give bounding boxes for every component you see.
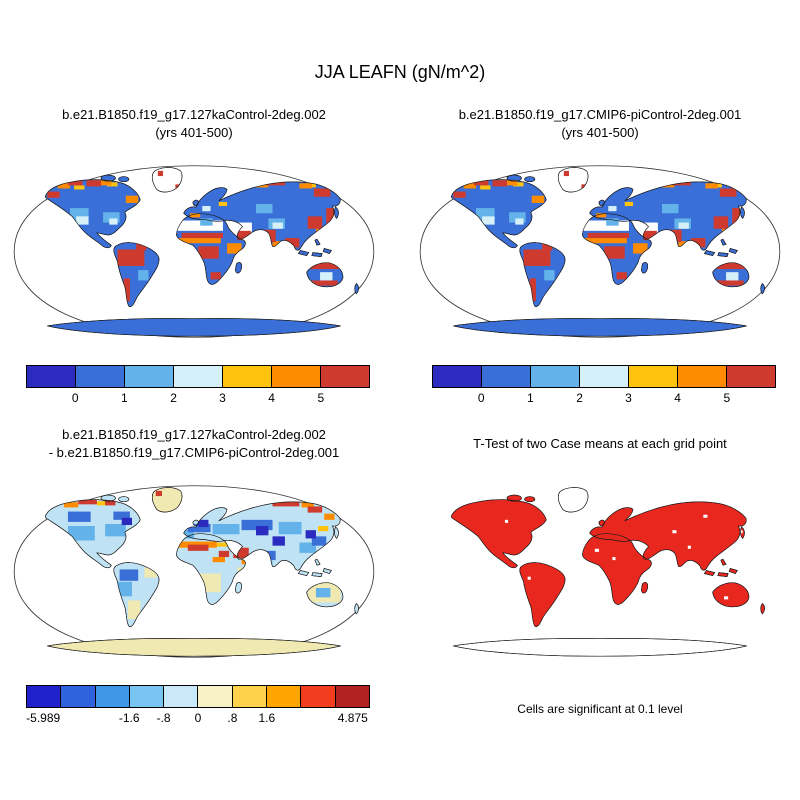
colorbar-box <box>231 686 267 707</box>
colorbar-box <box>334 686 369 707</box>
colorbar-boxes <box>26 365 370 388</box>
colorbar-box <box>128 686 164 707</box>
panel-case2-title-line2: (yrs 401-500) <box>561 125 639 140</box>
colorbar-box <box>433 366 481 387</box>
colorbar-tick: .8 <box>227 711 238 725</box>
colorbar-tick: 3 <box>219 391 226 405</box>
panel-case2-title-line1: b.e21.B1850.f19_g17.CMIP6-piControl-2deg… <box>458 107 742 122</box>
panel-diff-title-line2: - b.e21.B1850.f19_g17.CMIP6-piControl-2d… <box>48 445 340 460</box>
panel-case1-title-line1: b.e21.B1850.f19_g17.127kaControl-2deg.00… <box>62 107 326 122</box>
colorbar-box <box>677 366 726 387</box>
colorbar-tick: 2 <box>170 391 177 405</box>
panel-case2: b.e21.B1850.f19_g17.CMIP6-piControl-2deg… <box>414 104 786 405</box>
colorbar-tick: 5 <box>317 391 325 405</box>
colorbar-tick-labels: 0 1 2 3 4 5 <box>432 388 776 406</box>
colorbar-box <box>60 686 95 707</box>
colorbar-tick: 3 <box>625 391 632 405</box>
panel-case2-title: b.e21.B1850.f19_g17.CMIP6-piControl-2deg… <box>414 104 786 144</box>
map-ttest <box>450 486 766 657</box>
colorbar-tick: 4 <box>674 391 681 405</box>
colorbar-case1: 0 1 2 3 4 5 <box>26 365 370 405</box>
panel-ttest-title: T-Test of two Case means at each grid po… <box>414 424 786 464</box>
colorbar-tick: 4 <box>268 391 275 405</box>
colorbar-box <box>320 366 369 387</box>
colorbar-tick: 0 <box>194 711 202 725</box>
panel-diff-title-line1: b.e21.B1850.f19_g17.127kaControl-2deg.00… <box>62 427 326 442</box>
colorbar-box <box>266 686 301 707</box>
figure-title: JJA LEAFN (gN/m^2) <box>314 62 486 82</box>
colorbar-box <box>27 686 61 707</box>
colorbar-tick: -1.6 <box>118 711 140 725</box>
map-case2 <box>419 165 781 338</box>
panel-case1-title-line2: (yrs 401-500) <box>155 125 233 140</box>
map-diff <box>13 485 375 658</box>
colorbar-box <box>197 686 232 707</box>
colorbar-tick: 0 <box>477 391 485 405</box>
colorbar-tick: 5 <box>723 391 731 405</box>
colorbar-box <box>726 366 775 387</box>
significance-caption: Cells are significant at 0.1 level <box>517 702 683 716</box>
colorbar-diff: -5.989 -1.6 -.8 0 .8 1.6 4.875 <box>26 685 370 725</box>
colorbar-box <box>173 366 222 387</box>
colorbar-tick: 0 <box>71 391 79 405</box>
colorbar-box <box>481 366 530 387</box>
colorbar-box <box>124 366 173 387</box>
colorbar-box <box>75 366 124 387</box>
panel-diff: b.e21.B1850.f19_g17.127kaControl-2deg.00… <box>8 424 380 725</box>
colorbar-box <box>300 686 335 707</box>
colorbar-box <box>163 686 198 707</box>
colorbar-tick: -.8 <box>156 711 171 725</box>
colorbar-tick: 1.6 <box>258 711 276 725</box>
colorbar-tick-labels: 0 1 2 3 4 5 <box>26 388 370 406</box>
colorbar-box <box>94 686 129 707</box>
colorbar-tick: -5.989 <box>26 711 61 725</box>
colorbar-case2: 0 1 2 3 4 5 <box>432 365 776 405</box>
panel-ttest-title-line1: T-Test of two Case means at each grid po… <box>473 436 727 451</box>
colorbar-box <box>628 366 677 387</box>
colorbar-tick-labels: -5.989 -1.6 -.8 0 .8 1.6 4.875 <box>26 708 370 726</box>
panel-diff-title: b.e21.B1850.f19_g17.127kaControl-2deg.00… <box>8 424 380 464</box>
map-case1 <box>13 165 375 338</box>
panel-ttest: T-Test of two Case means at each grid po… <box>414 424 786 716</box>
colorbar-box <box>222 366 271 387</box>
colorbar-tick: 1 <box>121 391 128 405</box>
colorbar-boxes <box>26 685 370 708</box>
panel-case1-title: b.e21.B1850.f19_g17.127kaControl-2deg.00… <box>8 104 380 144</box>
colorbar-box <box>27 366 75 387</box>
colorbar-box <box>530 366 579 387</box>
colorbar-tick: 4.875 <box>337 711 368 725</box>
colorbar-box <box>271 366 320 387</box>
panel-case1: b.e21.B1850.f19_g17.127kaControl-2deg.00… <box>8 104 380 405</box>
colorbar-tick: 1 <box>527 391 534 405</box>
colorbar-tick: 2 <box>576 391 583 405</box>
colorbar-boxes <box>432 365 776 388</box>
colorbar-box <box>579 366 628 387</box>
